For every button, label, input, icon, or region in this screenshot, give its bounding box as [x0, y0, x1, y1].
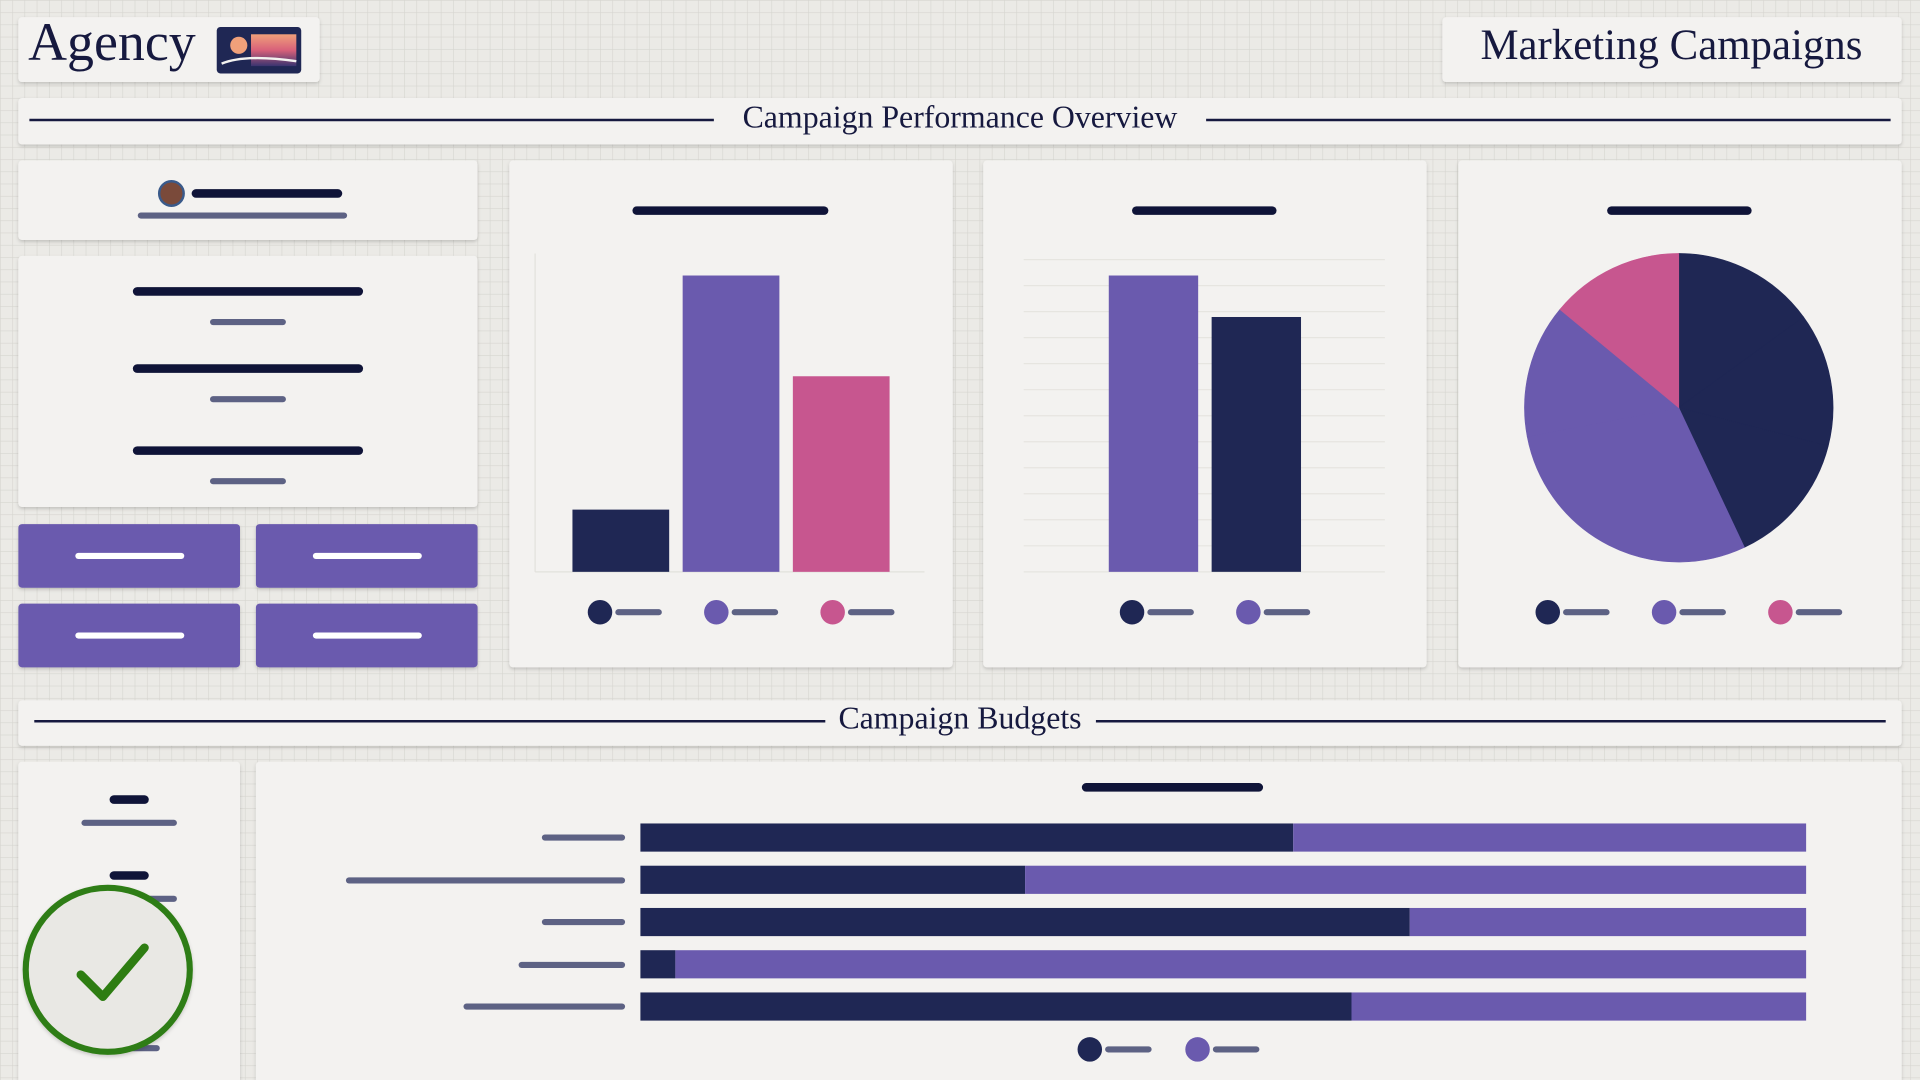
bar	[792, 376, 890, 572]
button[interactable]	[18, 524, 241, 588]
pie-slice	[1524, 308, 1680, 438]
legend-swatch	[1185, 1037, 1210, 1062]
legend-swatch	[587, 600, 613, 625]
section-title: Campaign Budgets	[838, 701, 1081, 736]
bar	[1211, 316, 1302, 572]
row-labels	[345, 834, 626, 1010]
page-title: Marketing Campaigns	[1480, 22, 1862, 69]
section-header	[18, 700, 1902, 746]
pie-slice	[1678, 407, 1829, 548]
bar-segment	[1409, 907, 1807, 937]
bar-segment	[640, 823, 1294, 852]
bar-segment	[640, 950, 676, 979]
brand-logo	[216, 26, 302, 74]
bar-segment	[1293, 823, 1807, 852]
pie-slice	[1678, 316, 1834, 447]
legend-swatch	[1535, 600, 1560, 625]
title-box	[1442, 17, 1902, 83]
legend-swatch	[1651, 600, 1677, 625]
legend-swatch	[820, 600, 845, 625]
legend-swatch	[704, 600, 729, 625]
bar	[572, 509, 670, 572]
section-title: Campaign Performance Overview	[743, 99, 1178, 134]
bar	[682, 275, 780, 572]
brand: Agency	[28, 12, 196, 72]
pie-slice	[1559, 253, 1680, 409]
legend-swatch	[1236, 600, 1261, 625]
section-header	[18, 97, 1902, 145]
bar-segment	[1025, 865, 1807, 894]
success-check	[22, 884, 193, 1055]
bar	[1108, 275, 1199, 572]
buttons	[18, 524, 478, 668]
avatar	[157, 180, 185, 207]
bar-segment	[640, 992, 1352, 1021]
bar-segment	[1351, 992, 1807, 1021]
legend-swatch	[1768, 600, 1793, 625]
button[interactable]	[255, 603, 478, 668]
legend-swatch	[1077, 1037, 1103, 1062]
button[interactable]	[255, 524, 478, 588]
stats-card	[18, 255, 478, 507]
button[interactable]	[18, 603, 241, 668]
stats	[132, 287, 364, 485]
pie-slice	[1526, 407, 1745, 563]
bar-segment	[640, 907, 1410, 937]
bar-segment	[640, 865, 1026, 894]
profile-card	[18, 160, 478, 240]
chart-card	[983, 160, 1427, 668]
pie-slice	[1678, 253, 1805, 409]
bar-segment	[675, 950, 1807, 979]
legend-swatch	[1119, 600, 1145, 625]
